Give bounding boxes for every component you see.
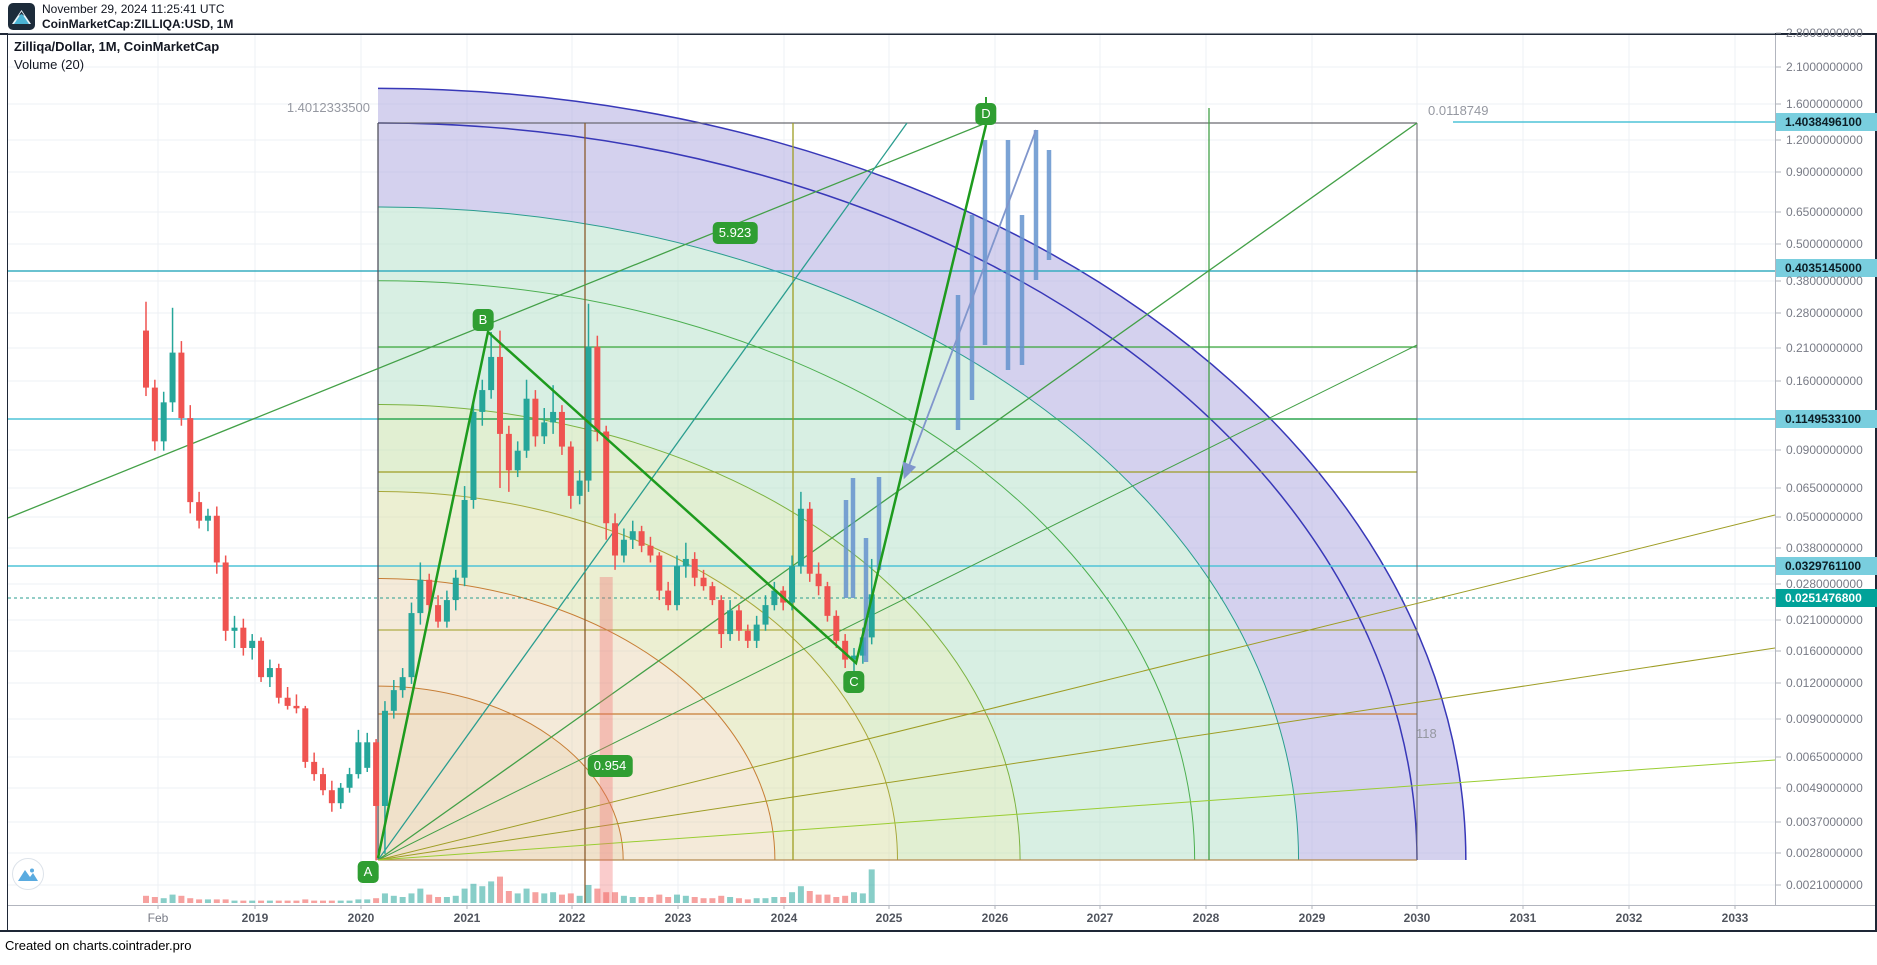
drawing-value-label: 0.0118749 bbox=[1428, 103, 1489, 118]
pattern-point-label-c[interactable]: C bbox=[843, 671, 865, 693]
chart-border-right bbox=[1875, 33, 1877, 932]
price-axis-label: 0.0037000000 bbox=[1786, 815, 1863, 829]
projection-bars-drawing[interactable] bbox=[843, 130, 1052, 662]
legend-symbol-title: Zilliqa/Dollar, 1M, CoinMarketCap bbox=[14, 39, 220, 54]
price-axis-label: 0.1600000000 bbox=[1786, 374, 1863, 388]
time-axis-label: 2033 bbox=[1721, 911, 1749, 925]
cointrader-logo-icon bbox=[8, 3, 35, 30]
price-axis-separator bbox=[1775, 35, 1776, 905]
header-symbol: CoinMarketCap:ZILLIQA:USD, 1M bbox=[42, 17, 234, 31]
price-axis-label: 0.0021000000 bbox=[1786, 878, 1863, 892]
chart-border-top bbox=[0, 33, 1877, 35]
time-axis-label: 2020 bbox=[347, 911, 375, 925]
pattern-point-label-0.954[interactable]: 0.954 bbox=[587, 755, 633, 777]
time-axis-label: Feb bbox=[147, 911, 169, 925]
header-timestamp: November 29, 2024 11:25:41 UTC bbox=[42, 2, 225, 16]
pattern-point-label-5.923[interactable]: 5.923 bbox=[712, 222, 758, 244]
candlestick-series bbox=[143, 301, 875, 861]
price-axis-label: 2.1000000000 bbox=[1786, 60, 1863, 74]
pattern-point-label-a[interactable]: A bbox=[357, 861, 379, 883]
price-axis-label: 0.5000000000 bbox=[1786, 237, 1863, 251]
footer-credit: Created on charts.cointrader.pro bbox=[5, 938, 192, 953]
price-axis-label: 0.0900000000 bbox=[1786, 443, 1863, 457]
time-axis-label: 2019 bbox=[241, 911, 269, 925]
time-axis-separator bbox=[8, 905, 1875, 906]
chart-legend[interactable]: Zilliqa/Dollar, 1M, CoinMarketCap Volume… bbox=[14, 39, 219, 72]
current-price-label: 0.0251476800 bbox=[1776, 589, 1877, 607]
alert-price-label: 0.1149533100 bbox=[1776, 410, 1877, 428]
time-axis-label: 2028 bbox=[1192, 911, 1220, 925]
price-axis-label: 0.0210000000 bbox=[1786, 613, 1863, 627]
alert-price-label: 0.4035145000 bbox=[1776, 259, 1877, 277]
price-axis-label: 0.0120000000 bbox=[1786, 676, 1863, 690]
time-axis-label: 2024 bbox=[770, 911, 798, 925]
time-axis-label: 2027 bbox=[1086, 911, 1114, 925]
time-axis-label: 2022 bbox=[558, 911, 586, 925]
alert-price-label: 1.4038496100 bbox=[1776, 113, 1877, 131]
chart-border-bottom bbox=[0, 930, 1877, 932]
chart-border-left bbox=[7, 33, 8, 932]
price-axis-label: 2.8000000000 bbox=[1786, 26, 1863, 40]
pattern-point-label-b[interactable]: B bbox=[472, 309, 494, 331]
time-axis-label: 2030 bbox=[1403, 911, 1431, 925]
price-axis-label: 0.2100000000 bbox=[1786, 341, 1863, 355]
time-axis-label: 2021 bbox=[453, 911, 481, 925]
price-axis-label: 0.0280000000 bbox=[1786, 577, 1863, 591]
price-axis-label: 0.0650000000 bbox=[1786, 481, 1863, 495]
projection-arrow-drawing[interactable] bbox=[902, 129, 1037, 480]
grid bbox=[8, 32, 1775, 905]
price-axis-label: 0.0160000000 bbox=[1786, 644, 1863, 658]
time-axis-label: 2029 bbox=[1298, 911, 1326, 925]
price-axis-label: 0.6500000000 bbox=[1786, 205, 1863, 219]
time-axis-label: 2026 bbox=[981, 911, 1009, 925]
price-axis-label: 0.3800000000 bbox=[1786, 274, 1863, 288]
time-axis-label: 2032 bbox=[1615, 911, 1643, 925]
price-axis-label: 0.2800000000 bbox=[1786, 306, 1863, 320]
price-axis-label: 0.0090000000 bbox=[1786, 712, 1863, 726]
price-axis-label: 0.0500000000 bbox=[1786, 510, 1863, 524]
abcd-pattern-drawing[interactable] bbox=[376, 124, 988, 859]
price-axis-label: 1.6000000000 bbox=[1786, 97, 1863, 111]
price-axis-label: 0.0049000000 bbox=[1786, 781, 1863, 795]
time-axis-label: 2031 bbox=[1509, 911, 1537, 925]
legend-volume-indicator: Volume (20) bbox=[14, 57, 85, 72]
header-text: November 29, 2024 11:25:41 UTC CoinMarke… bbox=[42, 2, 233, 32]
price-axis-label: 0.0380000000 bbox=[1786, 541, 1863, 555]
price-axis-label: 0.0028000000 bbox=[1786, 846, 1863, 860]
alert-price-label: 0.0329761100 bbox=[1776, 557, 1877, 575]
time-axis-label: 2025 bbox=[875, 911, 903, 925]
drawing-value-label: 118 bbox=[1416, 726, 1437, 741]
volume-bars bbox=[143, 577, 875, 903]
price-axis-label: 0.9000000000 bbox=[1786, 165, 1863, 179]
drawing-value-label: 1.4012333500 bbox=[286, 100, 370, 115]
pattern-point-label-d[interactable]: D bbox=[975, 103, 997, 125]
cointrader-watermark-icon[interactable] bbox=[12, 858, 44, 890]
price-axis-label: 0.0065000000 bbox=[1786, 750, 1863, 764]
time-axis-label: 2023 bbox=[664, 911, 692, 925]
header-bar: November 29, 2024 11:25:41 UTC CoinMarke… bbox=[0, 0, 1877, 33]
price-axis-label: 1.2000000000 bbox=[1786, 133, 1863, 147]
